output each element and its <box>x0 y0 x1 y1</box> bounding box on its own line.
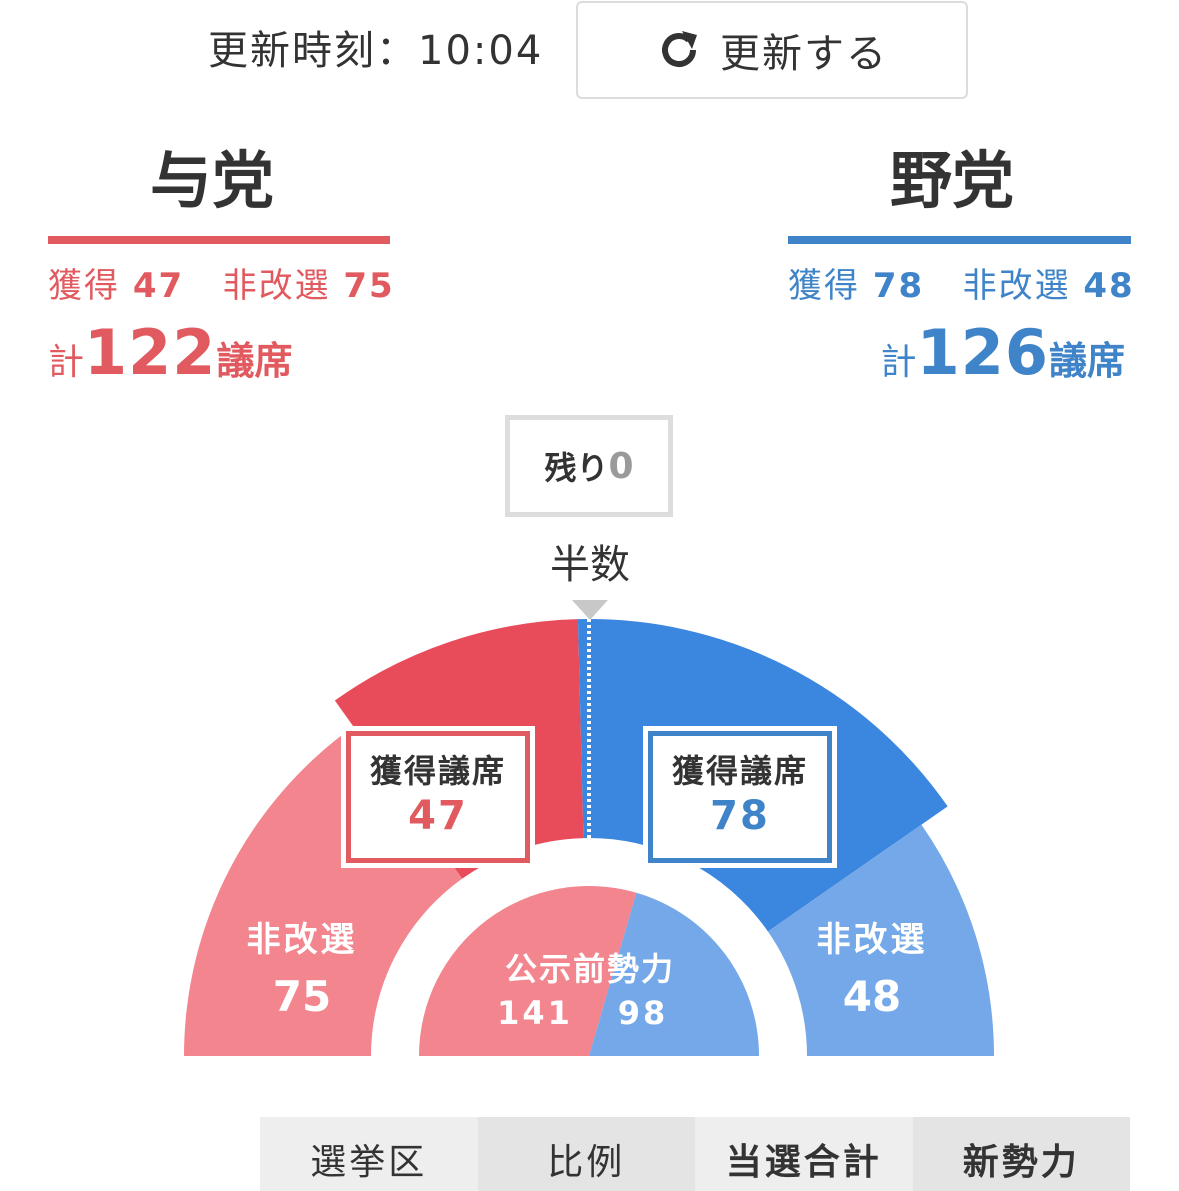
ruling-total-prefix: 計 <box>48 342 85 383</box>
opposition-won-value: 78 <box>872 266 925 306</box>
ruling-won-title: 獲得議席 <box>369 752 506 790</box>
ruling-won-label: 獲得 <box>48 266 120 306</box>
opposition-total: 計126議席 <box>881 318 1125 404</box>
pre-election-ruling: 141 <box>497 994 573 1032</box>
opposition-divider <box>788 236 1131 244</box>
ruling-total-value: 122 <box>84 316 217 389</box>
opposition-nonup-value: 48 <box>1083 266 1135 306</box>
ruling-divider <box>48 236 390 244</box>
tab-senkyoku[interactable]: 選挙区 <box>260 1117 478 1191</box>
opposition-total-suffix: 議席 <box>1048 339 1125 383</box>
opposition-nonup-title: 非改選 <box>816 920 928 960</box>
tab-tosen-gokei[interactable]: 当選合計 <box>695 1117 913 1191</box>
refresh-label: 更新する <box>720 31 888 77</box>
opposition-total-prefix: 計 <box>880 342 917 383</box>
tab-shin-seiryoku[interactable]: 新勢力 <box>912 1117 1130 1191</box>
remaining-value: 0 <box>608 445 634 487</box>
pre-election-title: 公示前勢力 <box>504 950 675 988</box>
ruling-nonup-label: 非改選 <box>222 266 331 306</box>
opposition-nonup-slice <box>767 824 994 1056</box>
ruling-total: 計122議席 <box>48 318 292 404</box>
ruling-stats: 獲得 47 非改選 75 <box>48 264 395 308</box>
seat-chart <box>184 619 994 1056</box>
opposition-nonup-label: 非改選 <box>962 266 1071 306</box>
opposition-party-name: 野党 <box>890 144 1015 217</box>
refresh-icon <box>656 27 702 73</box>
opposition-won-label: 獲得 <box>788 266 860 306</box>
half-marker-icon <box>572 600 608 620</box>
pre-opposition-slice <box>589 892 759 1056</box>
ruling-party-name: 与党 <box>150 144 275 217</box>
ruling-nonup-title: 非改選 <box>246 920 358 960</box>
tab-hirei[interactable]: 比例 <box>477 1117 695 1191</box>
update-time: 更新時刻：10:04 <box>208 28 544 74</box>
pre-ruling-slice <box>419 886 637 1056</box>
half-label: 半数 <box>550 542 630 588</box>
opposition-won-title: 獲得議席 <box>671 752 808 790</box>
ruling-won-value: 47 <box>132 266 185 306</box>
ruling-nonup-value: 75 <box>343 266 395 306</box>
ruling-total-suffix: 議席 <box>216 339 293 383</box>
opposition-won-box: 獲得議席 78 <box>643 726 837 868</box>
tab-bar: 選挙区 比例 当選合計 新勢力 <box>260 1117 1130 1191</box>
pre-election-opposition: 98 <box>617 994 669 1032</box>
opposition-won-number: 78 <box>710 793 770 839</box>
ruling-nonup-number: 75 <box>272 972 332 1021</box>
opposition-stats: 獲得 78 非改選 48 <box>788 264 1135 308</box>
opposition-total-value: 126 <box>916 316 1049 389</box>
opposition-nonup-number: 48 <box>842 972 902 1021</box>
remaining-label: 残り <box>544 449 609 487</box>
remaining-box: 残り 0 <box>505 415 673 517</box>
ruling-won-box: 獲得議席 47 <box>341 726 535 868</box>
ruling-won-number: 47 <box>408 793 468 839</box>
refresh-button[interactable]: 更新する <box>576 1 968 99</box>
